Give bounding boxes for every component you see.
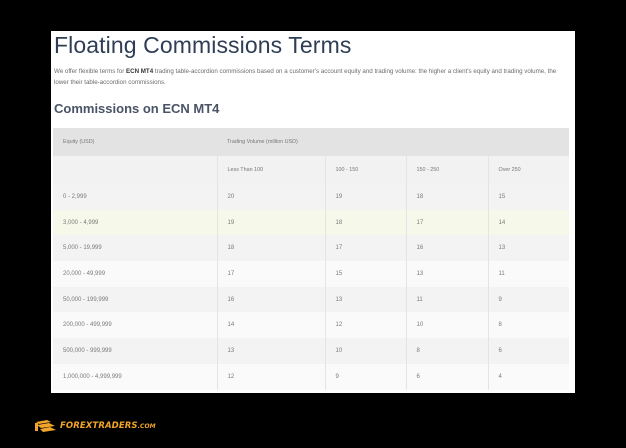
- page-title: Floating Commissions Terms: [54, 32, 352, 58]
- subheader-volume-col: Less Than 100: [216, 156, 325, 184]
- commission-cell: 11: [405, 286, 488, 313]
- commission-cell: 20: [216, 184, 325, 210]
- logo-text: FOREXTRADERS.COM: [60, 421, 156, 431]
- equity-cell: 3,000 - 4,999: [63, 219, 99, 226]
- commission-cell: 15: [324, 261, 406, 287]
- subheader-volume-col: Over 250: [487, 156, 569, 184]
- table-row: 200,000 - 499,999 14 12 10 8: [53, 312, 569, 339]
- table-row: 0 - 2,999 20 19 18 15: [53, 184, 569, 210]
- commission-cell: 19: [216, 209, 325, 236]
- commission-cell: 13: [216, 338, 325, 364]
- commission-cell: 13: [405, 261, 488, 287]
- logo-wordmark: FOREXTRADERS: [60, 421, 138, 431]
- table-row: 1,000,000 - 4,999,999 12 9 6 4: [53, 363, 569, 390]
- table-row: 50,000 - 199,999 16 13 11 9: [53, 286, 569, 313]
- equity-cell: 500,000 - 999,999: [63, 347, 112, 354]
- commission-cell: 16: [216, 286, 325, 313]
- commission-cell: 14: [216, 312, 325, 339]
- commission-cell: 12: [216, 363, 325, 390]
- commission-cell: 18: [405, 184, 488, 210]
- equity-cell: 5,000 - 19,999: [63, 245, 102, 252]
- commission-cell: 9: [487, 286, 569, 313]
- equity-cell: 20,000 - 49,999: [63, 270, 106, 277]
- content-panel: Floating Commissions Terms We offer flex…: [51, 31, 575, 393]
- commissions-table: Equity (USD) Trading Volume (million USD…: [53, 128, 569, 390]
- commission-cell: 16: [405, 235, 488, 262]
- commission-cell: 17: [324, 235, 406, 262]
- commission-cell: 11: [487, 261, 569, 287]
- equity-cell: 0 - 2,999: [63, 193, 87, 200]
- commission-cell: 8: [487, 312, 569, 339]
- commission-cell: 13: [324, 286, 406, 313]
- logo-domain: .COM: [137, 423, 156, 430]
- equity-cell: 200,000 - 499,999: [63, 322, 112, 329]
- subheader-empty: [53, 156, 217, 184]
- table-row: 20,000 - 49,999 17 15 13 11: [53, 261, 569, 287]
- commission-cell: 12: [324, 312, 406, 339]
- subheader-volume-col: 150 - 250: [405, 156, 488, 184]
- logo-icon: [35, 419, 57, 433]
- commission-cell: 10: [324, 338, 406, 364]
- table-header-row: Equity (USD) Trading Volume (million USD…: [53, 128, 569, 156]
- commission-cell: 10: [405, 312, 488, 339]
- table-body: 0 - 2,999 20 19 18 15 3,000 - 4,999 19 18 17 14 5,…: [53, 184, 569, 390]
- commission-cell: 8: [405, 338, 488, 364]
- equity-cell: 1,000,000 - 4,999,999: [63, 373, 122, 380]
- intro-bold-term: ECN MT4: [125, 68, 154, 75]
- table-subheader-row: Less Than 100 100 - 150 150 - 250 Over 2…: [53, 156, 569, 184]
- commission-cell: 6: [405, 363, 488, 390]
- section-title: Commissions on ECN MT4: [54, 101, 220, 116]
- commission-cell: 6: [487, 338, 569, 364]
- commission-cell: 9: [324, 363, 406, 390]
- intro-rest: trading table-accordion commissions base…: [54, 68, 557, 86]
- commission-cell: 14: [487, 209, 569, 236]
- table-row: 5,000 - 19,999 18 17 16 13: [53, 235, 569, 262]
- commission-cell: 17: [216, 261, 325, 287]
- header-trading-volume: Trading Volume (million USD): [217, 128, 569, 156]
- intro-prefix: We offer flexible terms for: [54, 68, 126, 75]
- commission-cell: 4: [487, 363, 569, 390]
- header-equity: Equity (USD): [53, 128, 217, 156]
- commission-cell: 17: [405, 209, 488, 236]
- commission-cell: 18: [324, 209, 406, 236]
- commission-cell: 13: [487, 235, 569, 262]
- table-row: 500,000 - 999,999 13 10 8 6: [53, 338, 569, 364]
- commission-cell: 18: [216, 235, 325, 262]
- commission-cell: 15: [487, 184, 569, 210]
- equity-cell: 50,000 - 199,999: [63, 296, 109, 303]
- forextraders-logo: FOREXTRADERS.COM: [35, 418, 156, 434]
- intro-paragraph: We offer flexible terms for ECN MT4 trad…: [54, 66, 572, 88]
- subheader-volume-col: 100 - 150: [324, 156, 406, 184]
- commission-cell: 19: [324, 184, 406, 210]
- table-row: 3,000 - 4,999 19 18 17 14: [53, 209, 569, 236]
